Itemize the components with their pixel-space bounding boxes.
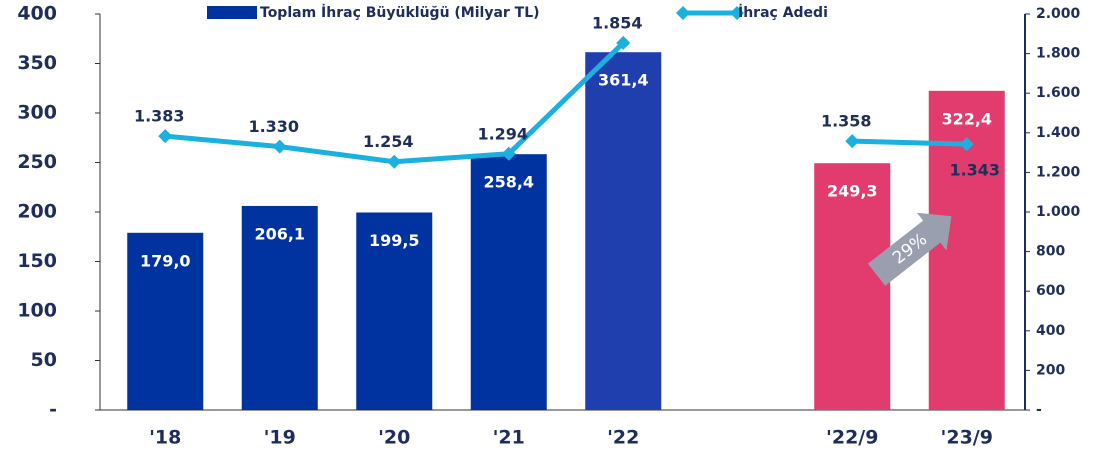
legend-marker xyxy=(730,6,744,20)
bar-value-label: 249,3 xyxy=(827,182,878,201)
y-tick-label: 100 xyxy=(17,300,57,322)
line-marker xyxy=(845,134,860,149)
y-tick-label: 50 xyxy=(31,349,57,371)
line-value-label: 1.254 xyxy=(363,132,414,151)
legend-marker xyxy=(676,6,690,20)
x-tick-label: '18 xyxy=(149,427,181,449)
x-tick-label: '22/9 xyxy=(826,427,878,449)
line-value-label: 1.383 xyxy=(134,107,185,126)
line-value-label: 1.330 xyxy=(248,117,299,136)
line-marker xyxy=(272,139,287,154)
y-tick-label: 200 xyxy=(17,201,57,223)
y-tick-label: - xyxy=(49,399,57,421)
y2-tick-label: 1.800 xyxy=(1036,46,1081,62)
line-marker xyxy=(158,129,173,144)
legend-label: Toplam İhraç Büyüklüğü (Milyar TL) xyxy=(260,4,540,21)
line-value-label: 1.358 xyxy=(821,112,872,131)
y2-tick-label: 1.600 xyxy=(1036,85,1081,101)
x-tick-label: '23/9 xyxy=(941,427,993,449)
bar-value-label: 179,0 xyxy=(140,251,191,270)
y2-tick-label: 1.000 xyxy=(1036,204,1081,220)
bar xyxy=(356,212,433,410)
bar xyxy=(241,205,318,410)
y2-tick-label: 2.000 xyxy=(1036,6,1081,22)
y2-tick-label: 800 xyxy=(1036,244,1065,260)
y-tick-label: 300 xyxy=(17,102,57,124)
bar-value-label: 361,4 xyxy=(598,71,649,90)
x-tick-label: '19 xyxy=(264,427,296,449)
y-tick-label: 150 xyxy=(17,250,57,272)
x-tick-label: '22 xyxy=(607,427,639,449)
bar xyxy=(127,232,204,410)
y2-tick-label: - xyxy=(1036,402,1042,418)
growth-arrow xyxy=(867,212,952,286)
legend-swatch xyxy=(207,6,257,19)
bar-value-label: 258,4 xyxy=(483,173,534,192)
y2-tick-label: 400 xyxy=(1036,323,1065,339)
y2-tick-label: 1.400 xyxy=(1036,125,1081,141)
y-tick-label: 400 xyxy=(17,3,57,25)
line-marker xyxy=(387,154,402,169)
x-tick-label: '21 xyxy=(493,427,525,449)
bar-value-label: 199,5 xyxy=(369,231,420,250)
legend-label: İhraç Adedi xyxy=(738,4,828,21)
line-value-label: 1.343 xyxy=(949,161,1000,180)
y-tick-label: 350 xyxy=(17,52,57,74)
bar-value-label: 322,4 xyxy=(941,109,992,128)
bar xyxy=(814,163,891,410)
y2-tick-label: 600 xyxy=(1036,283,1065,299)
bar xyxy=(585,52,662,411)
line xyxy=(165,41,967,165)
line-marker xyxy=(959,137,974,152)
y2-tick-label: 200 xyxy=(1036,362,1065,378)
line-marker xyxy=(501,146,516,161)
line-marker xyxy=(616,35,631,50)
x-tick-label: '20 xyxy=(378,427,410,449)
y2-tick-label: 1.200 xyxy=(1036,164,1081,180)
bar xyxy=(470,154,547,410)
line-value-label: 1.854 xyxy=(592,13,643,32)
line-value-label: 1.294 xyxy=(477,124,528,143)
y-tick-label: 250 xyxy=(17,151,57,173)
bar-value-label: 206,1 xyxy=(254,224,305,243)
arrow-shape xyxy=(867,212,952,286)
